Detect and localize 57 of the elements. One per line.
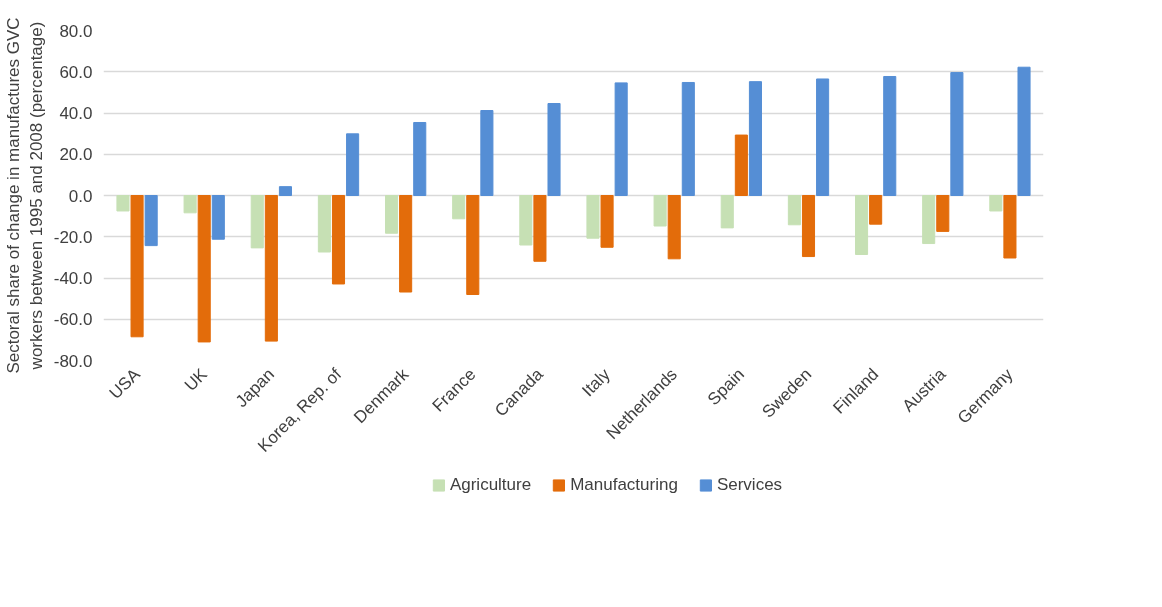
y-tick-label: 20.0	[59, 145, 93, 165]
legend-label: Manufacturing	[570, 475, 678, 495]
bar	[936, 195, 950, 232]
bar	[183, 195, 197, 214]
bar	[855, 195, 869, 255]
bar	[278, 186, 292, 196]
bar	[586, 195, 600, 239]
bar	[869, 195, 883, 225]
bar	[413, 121, 427, 196]
bar	[466, 195, 480, 295]
bar	[144, 195, 158, 247]
bar	[480, 110, 494, 196]
y-tick-label: 0.0	[68, 186, 93, 206]
bar	[452, 195, 466, 220]
bar	[681, 81, 695, 196]
bar	[989, 195, 1003, 212]
legend-label: Services	[716, 475, 783, 495]
y-tick-label: 80.0	[59, 21, 93, 41]
bar	[816, 78, 830, 196]
y-tick-label: -60.0	[53, 310, 93, 330]
bar	[519, 195, 533, 246]
bar	[130, 195, 144, 338]
bar	[787, 195, 801, 226]
y-axis-title: Sectoral share of change in manufactures GVC workers between 1995 and 2008 (percentage)	[3, 17, 46, 374]
bar	[614, 82, 628, 196]
bar	[116, 195, 130, 212]
bar	[1017, 66, 1031, 196]
bar	[250, 195, 264, 249]
bar	[547, 103, 561, 196]
bar	[883, 75, 897, 196]
y-tick-label: 60.0	[59, 62, 93, 82]
bar	[600, 195, 614, 248]
bar	[197, 195, 211, 343]
bar	[667, 195, 681, 260]
y-tick-label: 40.0	[59, 104, 93, 123]
bar	[385, 195, 399, 234]
bar	[734, 134, 748, 196]
bar	[720, 195, 734, 229]
legend-label: Agriculture	[449, 475, 532, 495]
bar	[1003, 195, 1017, 259]
bar	[399, 195, 413, 293]
bar	[801, 195, 816, 258]
x-tick-label: USA	[105, 364, 145, 403]
bar	[748, 81, 762, 196]
x-tick-label: UK	[180, 364, 212, 395]
bar	[922, 195, 936, 245]
bar	[317, 195, 331, 253]
y-tick-label: -20.0	[53, 227, 93, 247]
bar	[533, 195, 547, 262]
y-tick-label: -80.0	[53, 351, 93, 371]
bar	[264, 195, 278, 342]
y-tick-label: -40.0	[53, 269, 93, 288]
bar	[331, 195, 346, 285]
bar	[653, 195, 667, 227]
bar	[950, 72, 964, 196]
bar	[211, 195, 225, 240]
bar	[346, 133, 360, 196]
